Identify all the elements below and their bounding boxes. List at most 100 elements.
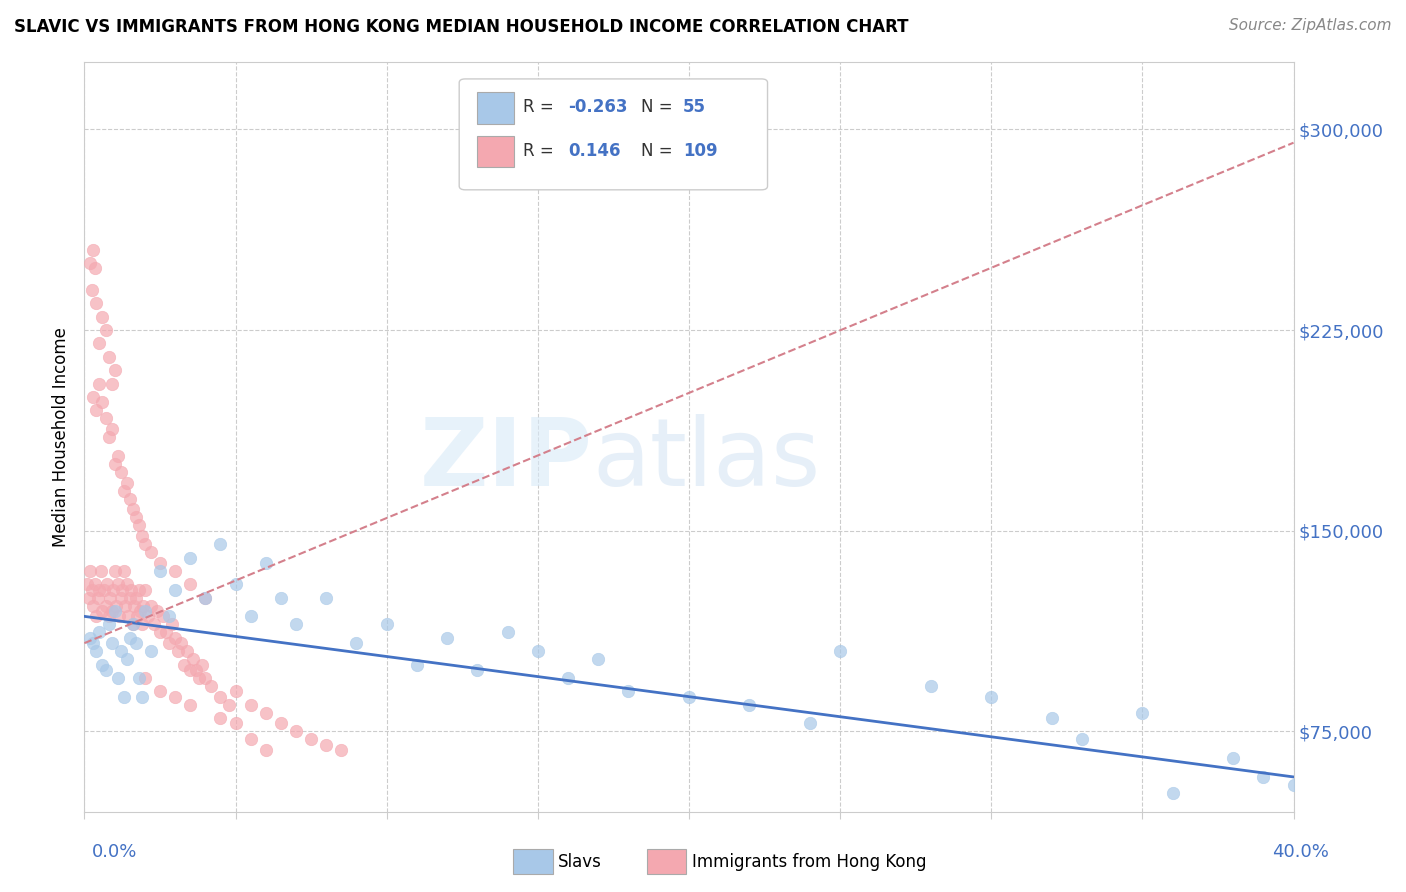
Point (110, 591, 132, 605)
Point (125, 510, 148, 524)
Text: N =: N = (641, 142, 678, 160)
Point (82, 243, 104, 257)
Text: R =: R = (523, 98, 560, 116)
Point (112, 483, 135, 498)
Point (112, 690, 135, 704)
Point (239, 609, 262, 624)
Point (1132, 706, 1154, 720)
Point (149, 564, 172, 578)
Point (315, 738, 337, 752)
Point (76, 577, 98, 591)
Point (121, 617, 143, 632)
Point (194, 591, 217, 605)
Point (738, 698, 761, 712)
Point (299, 732, 322, 747)
Point (139, 599, 162, 613)
Point (120, 582, 142, 597)
Point (134, 604, 156, 618)
Point (131, 617, 153, 632)
Point (139, 644, 162, 658)
Point (165, 582, 187, 597)
Point (84, 261, 107, 276)
Point (254, 556, 277, 570)
Point (186, 663, 208, 677)
Point (155, 625, 177, 640)
Point (118, 591, 141, 605)
Point (107, 449, 129, 463)
Point (188, 671, 211, 685)
Point (375, 617, 398, 632)
Point (94, 323, 117, 337)
Point (112, 564, 135, 578)
Point (89, 336, 111, 351)
Point (157, 636, 180, 650)
Point (121, 617, 143, 632)
Point (617, 684, 640, 698)
Point (94, 663, 117, 677)
Text: 40.0%: 40.0% (1272, 843, 1329, 861)
Point (173, 657, 195, 672)
Point (176, 644, 198, 658)
Point (467, 663, 489, 677)
Point (149, 556, 172, 570)
Point (82, 599, 104, 613)
Point (97, 617, 120, 632)
Point (104, 564, 127, 578)
Point (254, 743, 277, 757)
FancyBboxPatch shape (478, 93, 513, 124)
Point (146, 604, 169, 618)
Point (104, 604, 127, 618)
Point (94, 599, 117, 613)
Point (97, 609, 120, 624)
Point (118, 631, 141, 645)
Point (128, 582, 150, 597)
Text: N =: N = (641, 98, 678, 116)
Point (91, 604, 114, 618)
Point (134, 671, 156, 685)
Point (149, 684, 172, 698)
Point (209, 711, 232, 725)
Point (97, 430, 120, 444)
Point (200, 679, 222, 693)
Point (82, 390, 104, 404)
Point (86, 403, 108, 417)
Point (86, 296, 108, 310)
Point (225, 577, 247, 591)
Point (89, 625, 111, 640)
Point (121, 502, 143, 516)
Point (82, 636, 104, 650)
Point (115, 577, 138, 591)
Point (131, 690, 153, 704)
Point (115, 475, 138, 490)
Point (142, 617, 165, 632)
Point (100, 604, 122, 618)
Point (165, 564, 187, 578)
Point (830, 644, 852, 658)
Point (87, 591, 110, 605)
Text: Slavs: Slavs (558, 853, 602, 871)
Point (165, 631, 187, 645)
Point (91, 395, 114, 409)
Point (101, 582, 124, 597)
Point (285, 724, 308, 739)
Text: Source: ZipAtlas.com: Source: ZipAtlas.com (1229, 18, 1392, 33)
Point (79, 256, 101, 270)
Point (225, 684, 247, 698)
Point (330, 743, 353, 757)
Point (117, 609, 139, 624)
Point (149, 625, 172, 640)
Point (91, 657, 114, 672)
Point (118, 491, 141, 506)
Point (80, 582, 103, 597)
Point (79, 631, 101, 645)
Point (527, 644, 550, 658)
Point (94, 411, 117, 425)
Point (209, 690, 232, 704)
Point (160, 617, 183, 632)
Point (100, 422, 122, 436)
Point (239, 698, 262, 712)
Y-axis label: Median Household Income: Median Household Income (52, 327, 70, 547)
Point (170, 636, 193, 650)
Point (436, 631, 458, 645)
Point (107, 671, 129, 685)
